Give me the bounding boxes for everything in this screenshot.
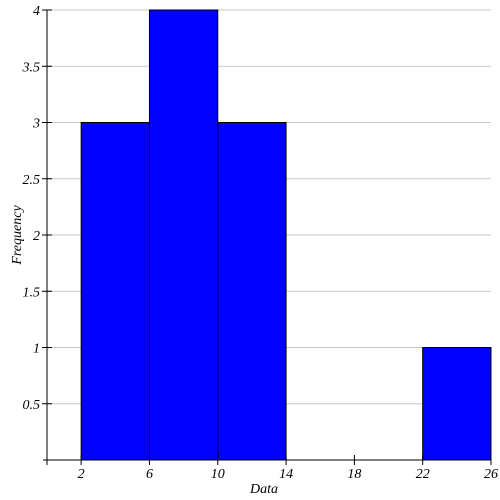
y-tick-label-2: 1.5 <box>23 285 41 300</box>
y-tick-label-6: 3.5 <box>22 60 41 75</box>
histogram-bar-0 <box>80 122 150 461</box>
y-tick-label-4: 2.5 <box>23 173 41 188</box>
histogram-bar-2 <box>217 122 287 461</box>
y-tick-label-5: 3 <box>32 117 40 132</box>
x-tick-label-6: 26 <box>484 467 498 482</box>
bars <box>80 9 492 461</box>
x-tick-label-4: 18 <box>347 467 361 482</box>
x-tick-label-1: 6 <box>146 467 153 482</box>
x-tick-label-5: 22 <box>416 467 430 482</box>
y-axis-title: Frequency <box>10 205 25 266</box>
y-tick-label-1: 1 <box>33 342 40 357</box>
y-tick-label-7: 4 <box>33 4 40 19</box>
x-tick-label-0: 2 <box>78 467 85 482</box>
x-tick-label-3: 14 <box>279 467 293 482</box>
y-tick-label-0: 0.5 <box>23 398 41 413</box>
ticks: 0.511.522.533.542 6 10 14 18 22 26 <box>22 4 499 482</box>
histogram-bar-5 <box>422 347 492 461</box>
histogram-bar-1 <box>148 9 219 461</box>
y-tick-label-3: 2 <box>33 229 40 244</box>
x-axis-title: Data <box>249 482 278 497</box>
x-tick-label-2: 10 <box>211 467 225 482</box>
